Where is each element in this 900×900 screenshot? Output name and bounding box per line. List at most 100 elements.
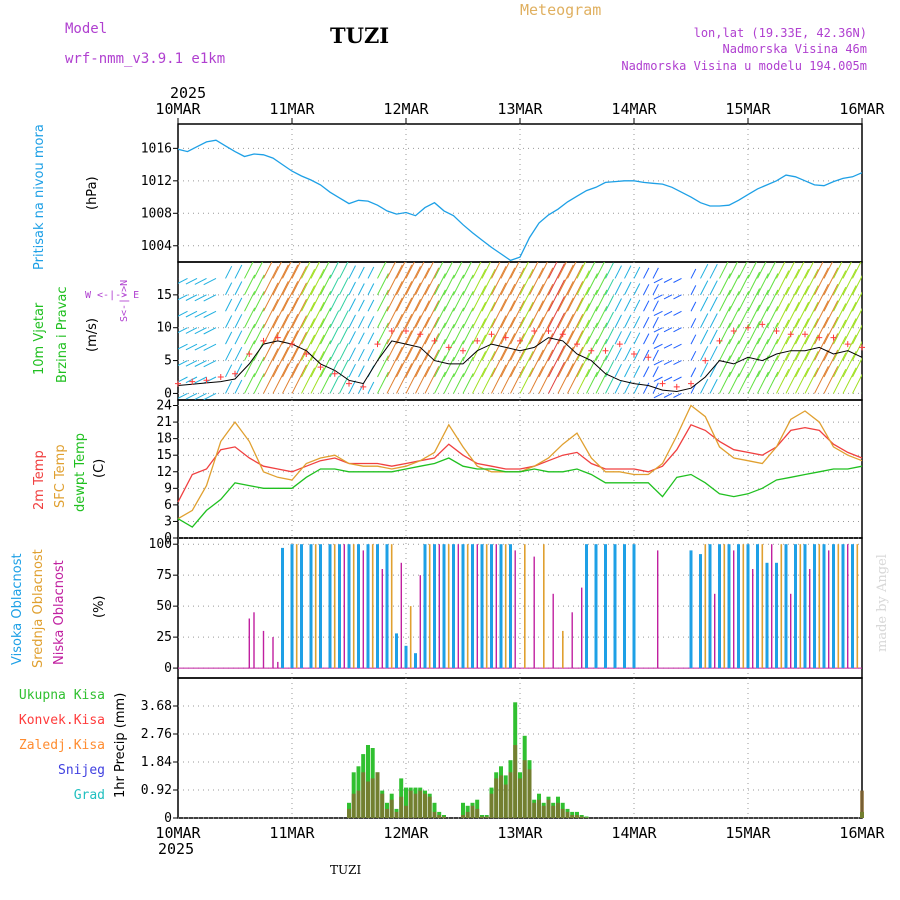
precip-conv-bar: [470, 805, 475, 818]
precip-conv-bar: [394, 811, 399, 818]
wind-vector: [462, 323, 474, 345]
cloud-bar: [552, 593, 554, 669]
wind-vector: [244, 262, 254, 279]
wind-vector: [766, 355, 779, 378]
y-tick-label-temp: 6: [164, 498, 172, 513]
wind-vector: [272, 330, 289, 361]
wind-vector: [652, 366, 659, 378]
wind-gust-marker: [388, 328, 395, 334]
wind-gust-marker: [274, 334, 281, 341]
wind-vector: [244, 291, 256, 312]
y-tick-label-pressure: 1004: [141, 239, 172, 254]
cloud-bar: [714, 593, 716, 669]
wind-vector: [652, 300, 659, 312]
wind-vector: [833, 336, 847, 361]
wind-vector: [595, 289, 608, 312]
wind-vector: [576, 262, 586, 279]
wind-vector: [282, 330, 299, 361]
wind-vector: [673, 310, 682, 316]
precip-conv-bar: [480, 816, 484, 818]
cloud-bar: [704, 544, 707, 669]
product-title: Meteogram: [520, 1, 601, 19]
wind-vector: [852, 373, 862, 394]
y-tick-label-cloud: 50: [156, 599, 172, 614]
wind-vector: [529, 267, 544, 296]
wind-gust-marker: [246, 351, 253, 357]
wind-vector: [185, 376, 198, 384]
wind-vector: [339, 310, 349, 328]
wind-vector: [194, 310, 207, 318]
y-tick-label-cloud: 100: [149, 537, 172, 552]
wind-vector: [310, 268, 325, 296]
wind-vector: [814, 300, 829, 328]
wind-vector: [673, 327, 682, 333]
cloud-bar: [761, 544, 764, 669]
wind-vector: [500, 267, 516, 296]
wind-vector: [709, 329, 718, 345]
wind-vector: [519, 334, 534, 361]
wind-vector: [842, 268, 857, 296]
wind-vector: [653, 327, 663, 333]
wind-vector: [614, 314, 622, 328]
cloud-label-high: Visoka Oblacnost: [10, 553, 25, 665]
model-elevation-text: Nadmorska Visina u modelu 194.005m: [621, 59, 867, 73]
wind-gust-marker: [631, 351, 637, 357]
wind-vector: [576, 319, 590, 345]
wind-vector: [643, 349, 650, 361]
wind-vector: [747, 262, 757, 279]
wind-gust-marker: [588, 347, 595, 354]
wind-vector: [861, 293, 862, 295]
wind-vector: [272, 346, 289, 378]
wind-gust-marker: [859, 344, 865, 351]
wind-vector: [766, 273, 779, 296]
wind-vector: [747, 304, 761, 328]
wind-vector: [700, 378, 709, 394]
wind-vector: [301, 285, 316, 312]
wind-vector: [348, 363, 356, 378]
wind-vector: [652, 316, 659, 328]
wind-vector: [291, 262, 301, 279]
precip-conv-bar: [442, 816, 446, 818]
wind-vector: [567, 281, 584, 312]
y-tick-label-precip: 1.84: [141, 755, 172, 770]
wind-vector: [842, 367, 857, 394]
wind-vector: [396, 363, 413, 394]
wind-vector: [624, 363, 632, 378]
wind-vector: [633, 283, 641, 296]
cloud-bar: [790, 593, 792, 669]
pressure-label: Pritisak na nivou mora: [32, 124, 47, 270]
station-title: TUZI: [330, 23, 389, 48]
wind-vector: [766, 338, 779, 361]
wind-vector: [329, 326, 340, 345]
wind-vector: [282, 363, 299, 394]
wind-vector: [396, 330, 413, 361]
cloud-bar: [414, 653, 417, 669]
precip-conv-bar: [556, 802, 560, 818]
wind-vector: [310, 367, 325, 394]
wind-vector: [804, 318, 819, 345]
wind-vector: [396, 346, 413, 378]
wind-vector: [728, 262, 738, 279]
precip-total-bar: [575, 811, 579, 818]
wind-vector: [510, 349, 525, 378]
cloud-bar: [604, 544, 607, 669]
wind-vector: [823, 267, 839, 296]
cloud-bar: [390, 544, 393, 669]
y-tick-label-pressure: 1016: [141, 141, 172, 156]
wind-vector: [519, 285, 534, 312]
precip-conv-bar: [579, 816, 584, 818]
time-tick-label-bottom: 11MAR: [269, 824, 315, 842]
wind-gust-marker: [816, 334, 823, 341]
wind-vector: [709, 280, 718, 296]
legend-frozen-rain: Zaledj.Kisa: [19, 738, 105, 753]
cloud-panel: [178, 544, 862, 669]
wind-vector: [253, 323, 265, 345]
wind-vector: [405, 364, 421, 394]
cloud-bar: [856, 544, 859, 669]
wind-vector: [291, 282, 307, 312]
wind-vector: [377, 262, 387, 279]
cloud-bar: [657, 550, 659, 669]
wind-vector: [538, 300, 554, 328]
wind-vector: [225, 331, 233, 345]
wind-vector: [652, 333, 659, 345]
